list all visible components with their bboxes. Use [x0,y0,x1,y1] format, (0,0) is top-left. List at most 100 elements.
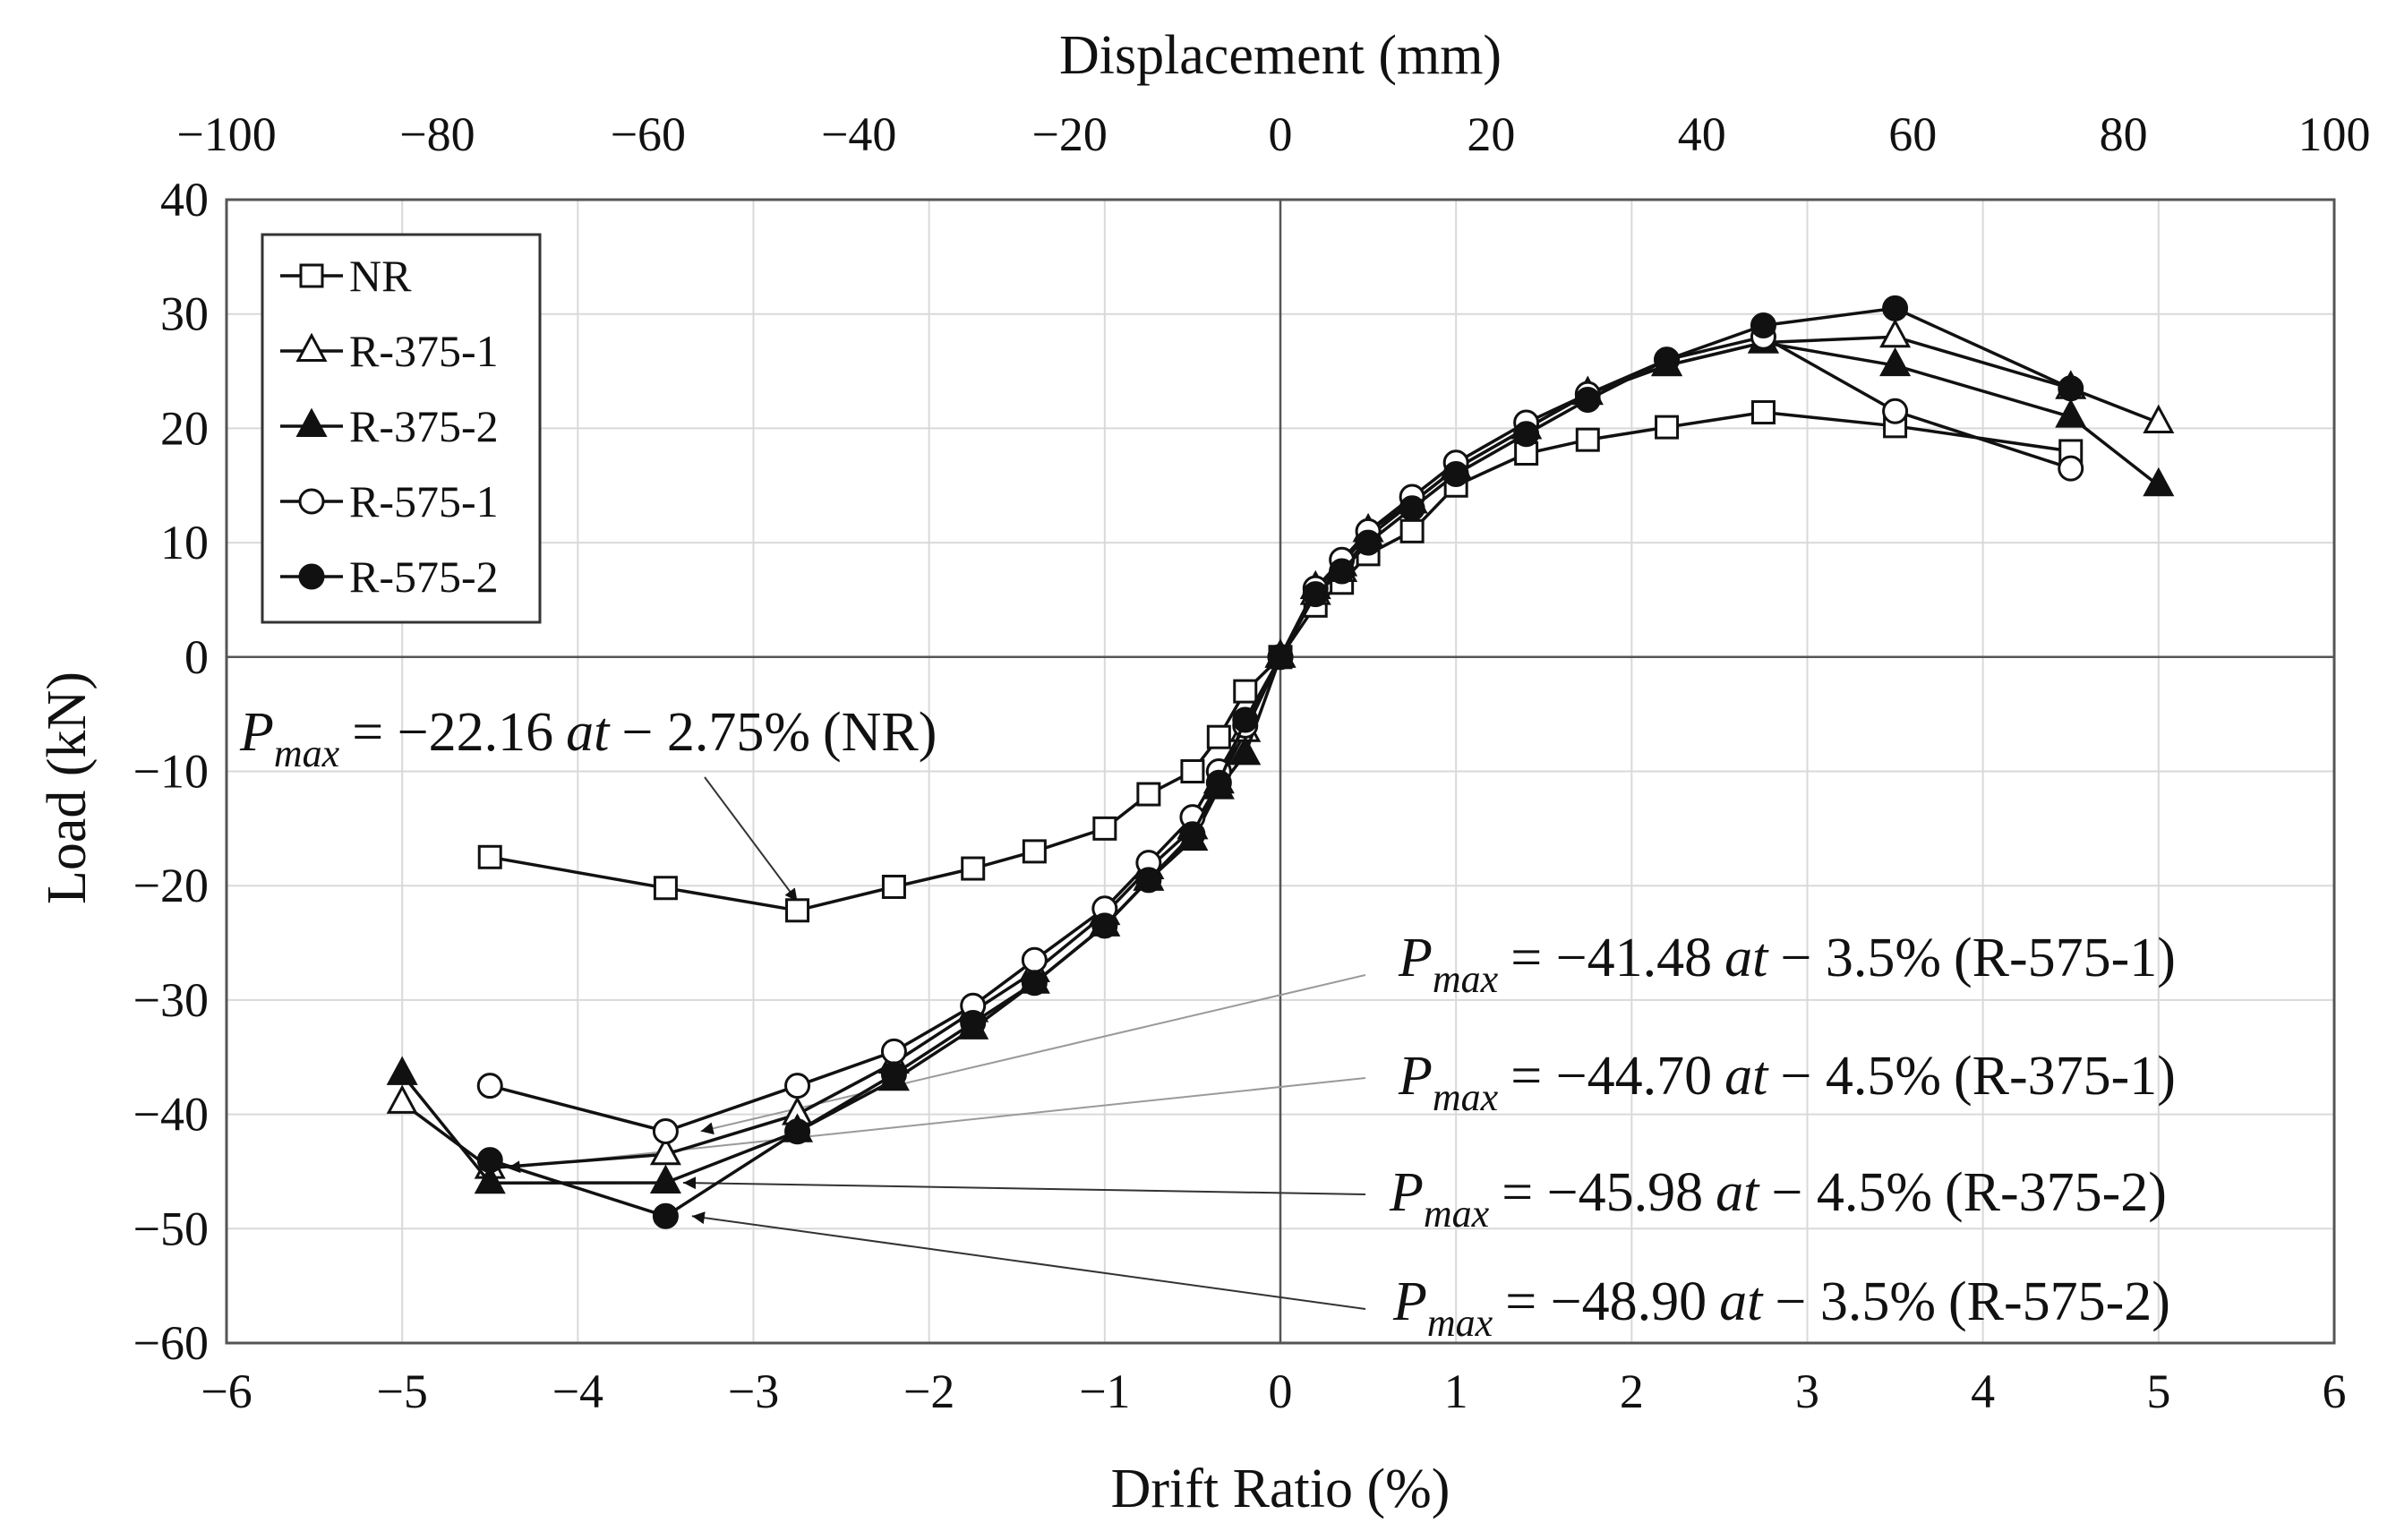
annotation-r5752-value: = −48.90 [1505,1271,1707,1332]
legend-item-r-575-2: R-575-2 [280,552,499,602]
annotation-r3751-drift: − 4.5% [1780,1046,1941,1107]
x2-tick-label: 80 [2100,107,2148,161]
data-point-r-375-1 [1879,318,1912,348]
data-point-nr [961,856,986,881]
x2-tick-label: 60 [1888,107,1937,161]
x2-tick-label: 40 [1678,107,1726,161]
x-tick-label: 1 [1444,1365,1468,1418]
data-point-r-375-2 [386,1056,418,1085]
x2-tick-label: −60 [611,107,686,161]
data-point-r-575-2 [1442,460,1469,487]
data-point-nr [653,876,678,901]
data-point-r-575-2 [652,1202,679,1229]
x2-tick-label: 20 [1467,107,1515,161]
data-point-r-575-2 [1355,529,1382,556]
annotation-r3751-sub: max [1433,1075,1499,1119]
data-point-r-575-2 [1750,312,1776,338]
data-point-r-575-2 [1882,295,1909,321]
data-series [386,295,2175,1229]
data-point-r-375-2 [649,1164,681,1194]
x2-tick-label: −80 [399,107,475,161]
data-point-r-375-1 [649,1135,681,1166]
legend-label-r-575-1: R-575-1 [349,476,499,526]
plot-frame [225,198,2336,1345]
data-point-r-575-2 [1091,912,1118,939]
annotation-r5751-sub: max [1433,957,1499,1001]
data-point-r-575-1 [1882,398,1909,424]
annotation-r5752-at: at [1719,1271,1764,1332]
legend-marker-nr [299,263,324,288]
annotation-nr-label: (NR) [823,702,937,763]
data-point-r-575-2 [1232,706,1259,733]
annotation-r3751-value: = −44.70 [1510,1046,1712,1107]
y-tick-label: 40 [160,173,209,227]
data-point-r-575-1 [2058,455,2084,482]
data-point-nr [477,844,502,869]
data-point-r-575-2 [1179,821,1206,848]
annotation-r5752: Pmax = −48.90 at − 3.5% (R-575-2) [1392,1271,2170,1345]
legend-item-r-575-1: R-575-1 [280,476,499,526]
annotation-r5751-p: P [1398,928,1433,988]
x2-tick-label: 0 [1269,107,1293,161]
data-point-nr [1233,679,1258,704]
annotation-r5752-p: P [1392,1271,1427,1332]
annotation-r5751: Pmax = −41.48 at − 3.5% (R-575-1) [1398,928,2176,1001]
legend-marker-r-575-2 [298,563,325,590]
data-point-r-375-2 [1229,735,1262,766]
data-point-r-375-2 [1879,346,1912,377]
legend-label-r-575-2: R-575-2 [349,552,499,602]
data-point-r-375-2 [2143,466,2175,497]
x-tick-label: 2 [1620,1365,1644,1418]
legend-marker-r-375-1 [295,332,328,362]
x-axis-title: Drift Ratio (%) [1111,1459,1450,1519]
annotation-r5751-drift: − 3.5% [1780,928,1941,988]
data-point-nr [1655,415,1680,440]
data-point-nr [881,874,906,899]
annotation-leader-nr [704,776,799,903]
x2-tick-label: 100 [2298,107,2371,161]
data-point-r-575-2 [476,1147,503,1174]
annotation-r3751-label: (R-375-1) [1954,1046,2176,1107]
annotation-r5752-label: (R-575-2) [1948,1271,2170,1332]
annotations: Pmax = −22.16 at − 2.75% (NR) Pmax = −41.48 at… [239,702,2176,1345]
annotation-r5751-value: = −41.48 [1510,928,1712,988]
data-point-r-575-2 [784,1118,811,1145]
data-point-r-575-2 [1021,970,1048,997]
data-point-r-575-1 [880,1038,907,1065]
legend-label-r-375-2: R-375-2 [349,401,499,451]
y-tick-label: 0 [184,630,209,684]
y-tick-label: 10 [160,516,209,569]
legend-label-nr: NR [349,251,412,301]
annotation-leader-r3752 [683,1176,1366,1195]
y-axis-title: Load (kN) [37,672,98,904]
annotation-r5751-label: (R-575-1) [1954,928,2176,988]
annotation-r5752-drift: − 3.5% [1775,1271,1936,1332]
data-point-r-575-2 [2058,375,2084,402]
annotation-nr-value: = −22.16 [352,702,553,763]
series-r-575-2 [476,295,2084,1229]
x-tick-label: −4 [552,1365,603,1418]
x-tick-label: 4 [1971,1365,1995,1418]
data-point-nr [1092,816,1117,841]
data-point-nr [785,898,810,923]
annotation-nr-at: at [566,702,611,763]
data-point-r-575-1 [784,1073,811,1099]
legend-marker-r-375-2 [295,407,328,437]
annotation-r3752-p: P [1389,1162,1424,1223]
y-tick-label: −40 [133,1088,209,1142]
x-tick-label: −2 [903,1365,954,1418]
data-point-r-575-2 [1329,558,1356,585]
x-tick-label: 6 [2323,1365,2347,1418]
data-point-nr [1180,759,1205,783]
annotation-r5752-sub: max [1427,1301,1493,1345]
x-tick-label: 0 [1269,1365,1293,1418]
data-point-nr [1575,427,1600,452]
data-point-r-575-2 [1135,867,1162,894]
axes: −6 −5 −4 −3 −2 −1 0 1 2 3 4 5 6−100 −80 −60 −40 −20 0 20 40… [133,107,2371,1418]
legend-label-r-375-1: R-375-1 [349,326,499,376]
annotation-r3751-p: P [1398,1046,1433,1107]
legend-item-r-375-2: R-375-2 [280,401,499,451]
y-tick-label: −20 [133,859,209,912]
x-tick-label: −1 [1079,1365,1130,1418]
